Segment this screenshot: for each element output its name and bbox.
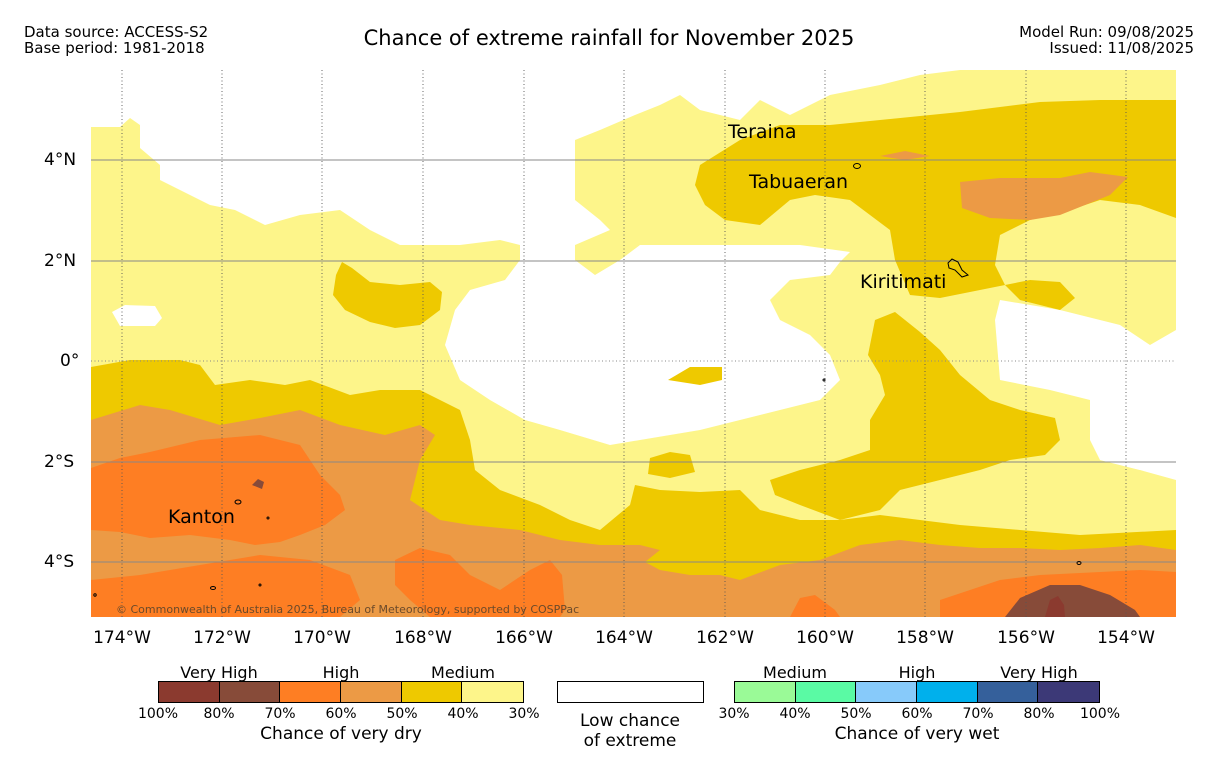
wet-swatch	[795, 682, 857, 702]
dry-pct-label: 100%	[137, 706, 179, 722]
x-tick: 172°W	[193, 628, 251, 648]
kiritimati-island	[947, 258, 970, 278]
wet-swatch	[735, 682, 796, 702]
dry-colorbar	[158, 681, 524, 703]
wet-legend-title: Chance of very wet	[834, 724, 1000, 744]
small-island-2	[1076, 561, 1082, 565]
brown-dot	[252, 479, 264, 489]
wet-pct-label: 100%	[1079, 706, 1121, 722]
wet-category-very-high: Very High	[1000, 663, 1078, 682]
model-run-label: Model Run: 09/08/2025	[1019, 23, 1194, 41]
wet-pct-label: 70%	[962, 706, 994, 722]
wet-pct-label: 40%	[779, 706, 811, 722]
dry-swatch	[401, 682, 463, 702]
low-chance-label-line2: of extreme	[583, 731, 677, 751]
dry-swatch	[341, 682, 402, 702]
x-tick: 164°W	[595, 628, 653, 648]
dry-very-high-region	[1045, 596, 1065, 617]
wet-swatch	[917, 682, 978, 702]
dry-category-high: High	[322, 663, 360, 682]
x-tick: 168°W	[394, 628, 452, 648]
wet-category-medium: Medium	[763, 663, 827, 682]
data-source-label: Data source: ACCESS-S2	[24, 23, 209, 41]
wet-pct-label: 50%	[840, 706, 872, 722]
place-label-tabuaeran: Tabuaeran	[749, 171, 849, 193]
x-tick: 174°W	[93, 628, 151, 648]
wet-swatch	[977, 682, 1039, 702]
kanton-island	[234, 499, 242, 505]
dry-swatch	[219, 682, 281, 702]
y-tick: 4°S	[44, 552, 75, 572]
y-tick: 4°N	[44, 150, 77, 170]
dry-swatch	[462, 682, 524, 702]
low-chance-patch-2	[1100, 418, 1176, 470]
dry-orange-strip	[880, 151, 930, 160]
wet-colorbar	[734, 681, 1100, 703]
copyright-note: © Commonwealth of Australia 2025, Bureau…	[116, 603, 580, 616]
dry-category-very-high: Very High	[180, 663, 258, 682]
island-outlines	[93, 163, 1082, 597]
place-label-teraina: Teraina	[728, 121, 797, 143]
dry-deep-orange-west	[91, 435, 345, 545]
issued-label: Issued: 11/08/2025	[1049, 39, 1194, 57]
dry-brown-region	[1005, 585, 1140, 617]
gold-patch	[648, 452, 695, 478]
x-tick: 166°W	[495, 628, 553, 648]
y-tick: 2°N	[44, 251, 77, 271]
dry-pct-label: 80%	[203, 706, 235, 722]
x-tick: 162°W	[696, 628, 754, 648]
dry-swatch	[159, 682, 220, 702]
x-tick: 156°W	[997, 628, 1055, 648]
y-tick: 0°	[60, 351, 80, 371]
dry-pct-label: 70%	[264, 706, 296, 722]
low-chance-patch-1	[112, 305, 162, 326]
x-tick: 160°W	[796, 628, 854, 648]
latitude-gridlines	[91, 159, 1176, 563]
x-tick: 170°W	[293, 628, 351, 648]
wet-swatch	[856, 682, 918, 702]
dry-deep-orange-patch	[790, 595, 840, 617]
wet-pct-label: 80%	[1023, 706, 1055, 722]
wet-pct-label: 30%	[718, 706, 750, 722]
upper-gold-region	[695, 100, 1176, 310]
wet-pct-label: 60%	[901, 706, 933, 722]
mid-gold-blob	[333, 262, 442, 328]
low-chance-swatch	[557, 681, 704, 703]
dry-deep-orange-south	[395, 548, 565, 617]
dry-orange-upper	[960, 172, 1128, 220]
right-gold-region	[770, 312, 1060, 520]
longitude-gridlines	[121, 70, 1127, 617]
dry-pct-label: 40%	[447, 706, 479, 722]
small-island-1	[210, 586, 216, 590]
low-chance-label-line1: Low chance	[580, 711, 680, 731]
small-island-6	[258, 583, 262, 587]
y-tick: 2°S	[44, 452, 75, 472]
wet-category-high: High	[898, 663, 936, 682]
place-label-kanton: Kanton	[168, 506, 235, 528]
wet-swatch	[1038, 682, 1100, 702]
place-label-kiritimati: Kiritimati	[860, 271, 947, 293]
dry-swatch	[280, 682, 342, 702]
dry-category-medium: Medium	[431, 663, 495, 682]
small-island-5	[93, 593, 97, 597]
page-title: Chance of extreme rainfall for November …	[363, 26, 855, 50]
small-island-4	[266, 516, 270, 520]
tabuaeran-island	[853, 163, 861, 169]
dry-pct-label: 60%	[325, 706, 357, 722]
small-gold-blob	[668, 367, 722, 385]
base-period-label: Base period: 1981-2018	[24, 39, 205, 57]
dry-pct-label: 50%	[386, 706, 418, 722]
dry-deep-orange-sw	[91, 555, 360, 617]
x-tick: 158°W	[896, 628, 954, 648]
small-island-3	[822, 378, 826, 382]
x-tick: 154°W	[1097, 628, 1155, 648]
dry-pct-label: 30%	[508, 706, 540, 722]
dry-legend-title: Chance of very dry	[260, 724, 422, 744]
dry-orange-south	[91, 405, 1176, 617]
